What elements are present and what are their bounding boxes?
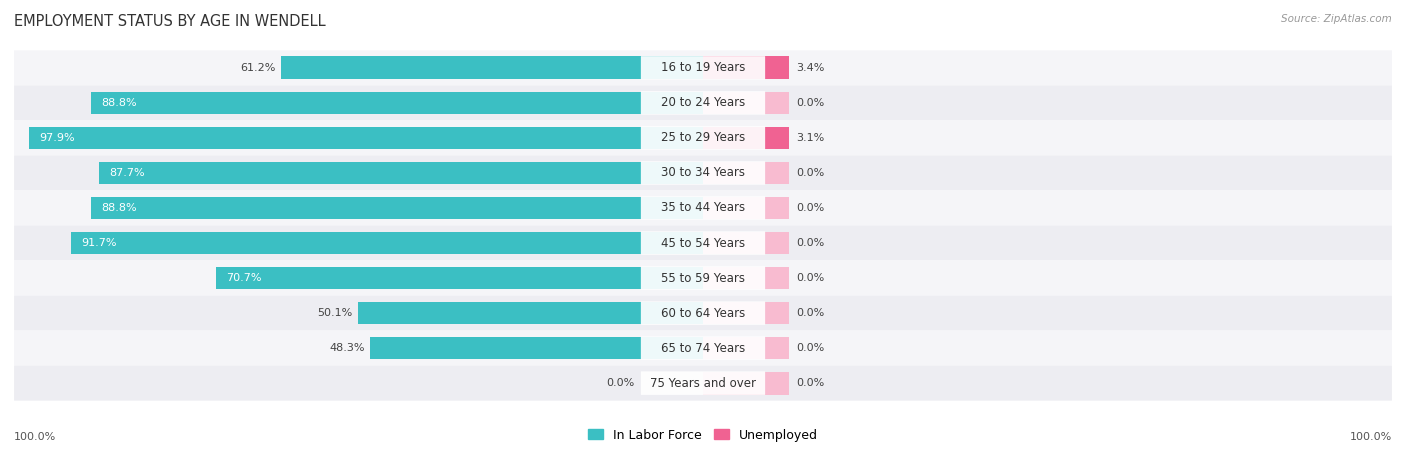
Text: 100.0%: 100.0% — [1350, 432, 1392, 442]
Text: 0.0%: 0.0% — [796, 168, 824, 178]
FancyBboxPatch shape — [641, 231, 765, 255]
Bar — [703, 372, 789, 395]
Bar — [703, 267, 789, 290]
Text: 0.0%: 0.0% — [796, 98, 824, 108]
Bar — [98, 161, 703, 184]
Text: 100.0%: 100.0% — [14, 432, 56, 442]
Text: 65 to 74 Years: 65 to 74 Years — [661, 341, 745, 354]
Text: 55 to 59 Years: 55 to 59 Years — [661, 272, 745, 285]
Text: 3.1%: 3.1% — [796, 133, 824, 143]
FancyBboxPatch shape — [641, 336, 765, 360]
FancyBboxPatch shape — [14, 190, 1392, 226]
Text: 88.8%: 88.8% — [101, 98, 138, 108]
FancyBboxPatch shape — [641, 161, 765, 185]
FancyBboxPatch shape — [641, 266, 765, 290]
Text: 61.2%: 61.2% — [240, 63, 276, 73]
Text: EMPLOYMENT STATUS BY AGE IN WENDELL: EMPLOYMENT STATUS BY AGE IN WENDELL — [14, 14, 326, 28]
Text: 60 to 64 Years: 60 to 64 Years — [661, 307, 745, 320]
Text: 0.0%: 0.0% — [606, 378, 634, 388]
Bar — [703, 302, 789, 324]
Text: 0.0%: 0.0% — [796, 343, 824, 353]
Text: 48.3%: 48.3% — [329, 343, 364, 353]
Text: 0.0%: 0.0% — [796, 378, 824, 388]
Bar — [703, 127, 789, 149]
FancyBboxPatch shape — [14, 366, 1392, 400]
FancyBboxPatch shape — [14, 51, 1392, 85]
Bar — [703, 56, 789, 79]
Text: 91.7%: 91.7% — [82, 238, 117, 248]
Text: 25 to 29 Years: 25 to 29 Years — [661, 131, 745, 144]
FancyBboxPatch shape — [14, 331, 1392, 366]
Text: 20 to 24 Years: 20 to 24 Years — [661, 97, 745, 110]
Legend: In Labor Force, Unemployed: In Labor Force, Unemployed — [583, 423, 823, 446]
Text: 35 to 44 Years: 35 to 44 Years — [661, 202, 745, 215]
Bar — [281, 56, 703, 79]
FancyBboxPatch shape — [14, 120, 1392, 156]
Text: 50.1%: 50.1% — [318, 308, 353, 318]
Bar — [72, 232, 703, 254]
FancyBboxPatch shape — [14, 295, 1392, 331]
FancyBboxPatch shape — [641, 371, 765, 395]
Text: 0.0%: 0.0% — [796, 273, 824, 283]
Bar — [359, 302, 703, 324]
Bar — [28, 127, 703, 149]
FancyBboxPatch shape — [14, 85, 1392, 120]
Text: 0.0%: 0.0% — [796, 308, 824, 318]
FancyBboxPatch shape — [641, 56, 765, 80]
Bar — [703, 232, 789, 254]
Text: 87.7%: 87.7% — [110, 168, 145, 178]
FancyBboxPatch shape — [641, 196, 765, 220]
FancyBboxPatch shape — [641, 91, 765, 115]
Text: 70.7%: 70.7% — [226, 273, 262, 283]
Text: 0.0%: 0.0% — [796, 203, 824, 213]
Text: 30 to 34 Years: 30 to 34 Years — [661, 166, 745, 179]
Text: Source: ZipAtlas.com: Source: ZipAtlas.com — [1281, 14, 1392, 23]
Text: 16 to 19 Years: 16 to 19 Years — [661, 61, 745, 74]
FancyBboxPatch shape — [14, 261, 1392, 295]
FancyBboxPatch shape — [14, 156, 1392, 190]
Text: 97.9%: 97.9% — [39, 133, 75, 143]
Bar — [217, 267, 703, 290]
FancyBboxPatch shape — [14, 226, 1392, 261]
Bar — [703, 337, 789, 359]
Bar — [91, 197, 703, 219]
FancyBboxPatch shape — [641, 126, 765, 150]
Bar — [703, 197, 789, 219]
Text: 45 to 54 Years: 45 to 54 Years — [661, 236, 745, 249]
Text: 3.4%: 3.4% — [796, 63, 824, 73]
Text: 88.8%: 88.8% — [101, 203, 138, 213]
Bar — [91, 92, 703, 114]
Text: 75 Years and over: 75 Years and over — [650, 377, 756, 390]
Bar — [370, 337, 703, 359]
FancyBboxPatch shape — [641, 301, 765, 325]
Text: 0.0%: 0.0% — [796, 238, 824, 248]
Bar — [703, 92, 789, 114]
Bar — [703, 161, 789, 184]
